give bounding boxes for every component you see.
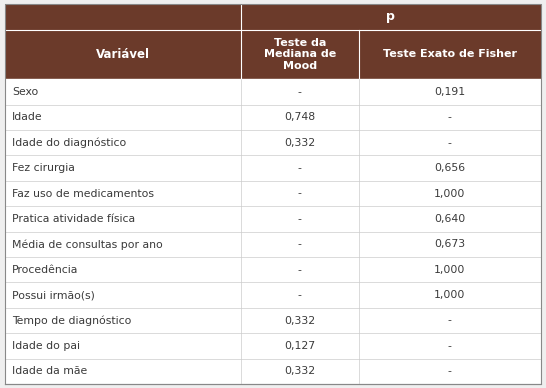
Bar <box>5 79 541 105</box>
Text: 0,191: 0,191 <box>434 87 465 97</box>
Text: -: - <box>298 239 302 249</box>
Text: p: p <box>386 10 395 23</box>
Text: 0,656: 0,656 <box>434 163 465 173</box>
Text: Teste Exato de Fisher: Teste Exato de Fisher <box>383 49 517 59</box>
Text: Idade do pai: Idade do pai <box>12 341 80 351</box>
Text: -: - <box>298 290 302 300</box>
Text: Teste da
Mediana de
Mood: Teste da Mediana de Mood <box>264 38 336 71</box>
Text: 1,000: 1,000 <box>434 290 465 300</box>
Text: Pratica atividade física: Pratica atividade física <box>12 214 135 224</box>
Bar <box>5 282 541 308</box>
Text: 0,748: 0,748 <box>284 112 316 122</box>
Text: 0,640: 0,640 <box>434 214 465 224</box>
Text: -: - <box>298 214 302 224</box>
Text: Possui irmão(s): Possui irmão(s) <box>12 290 95 300</box>
Text: Idade: Idade <box>12 112 43 122</box>
Text: Procedência: Procedência <box>12 265 79 275</box>
Text: 0,332: 0,332 <box>284 366 316 376</box>
Text: -: - <box>298 265 302 275</box>
Text: Sexo: Sexo <box>12 87 38 97</box>
Text: 1,000: 1,000 <box>434 189 465 199</box>
Text: -: - <box>448 366 452 376</box>
Bar <box>5 156 541 181</box>
Text: 1,000: 1,000 <box>434 265 465 275</box>
Bar <box>241 30 359 79</box>
Text: -: - <box>298 163 302 173</box>
Text: -: - <box>448 315 452 326</box>
Text: 0,673: 0,673 <box>434 239 465 249</box>
Text: Tempo de diagnóstico: Tempo de diagnóstico <box>12 315 132 326</box>
Bar <box>359 30 541 79</box>
Text: Fez cirurgia: Fez cirurgia <box>12 163 75 173</box>
Text: -: - <box>298 189 302 199</box>
Text: -: - <box>298 87 302 97</box>
Text: Idade do diagnóstico: Idade do diagnóstico <box>12 137 126 148</box>
Text: Média de consultas por ano: Média de consultas por ano <box>12 239 163 249</box>
Bar <box>5 359 541 384</box>
Bar <box>5 130 541 156</box>
Bar <box>5 4 241 30</box>
Bar <box>5 105 541 130</box>
Text: Faz uso de medicamentos: Faz uso de medicamentos <box>12 189 154 199</box>
Bar <box>5 30 241 79</box>
Text: Idade da mãe: Idade da mãe <box>12 366 87 376</box>
Bar <box>5 206 541 232</box>
Text: -: - <box>448 112 452 122</box>
Text: 0,332: 0,332 <box>284 138 316 148</box>
Bar <box>5 257 541 282</box>
Bar <box>5 333 541 359</box>
Text: 0,332: 0,332 <box>284 315 316 326</box>
Text: Variável: Variável <box>96 48 150 61</box>
Text: -: - <box>448 341 452 351</box>
Bar <box>241 4 541 30</box>
Text: -: - <box>448 138 452 148</box>
Bar <box>5 232 541 257</box>
Bar <box>5 308 541 333</box>
Bar <box>5 181 541 206</box>
Text: 0,127: 0,127 <box>284 341 316 351</box>
